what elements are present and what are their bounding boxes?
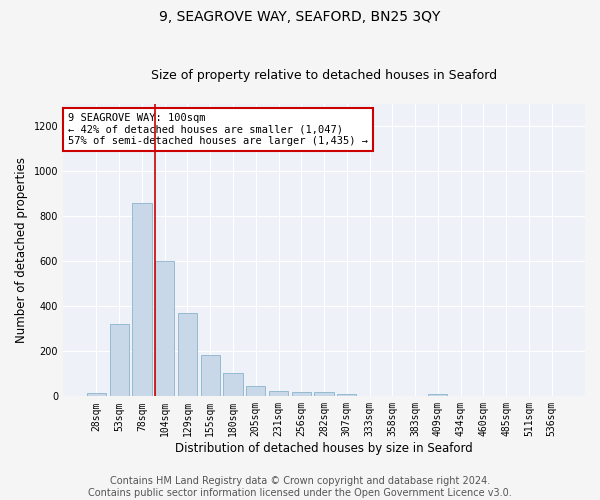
Bar [132, 203, 152, 396]
Bar [428, 394, 448, 396]
Bar [292, 392, 311, 396]
Bar [200, 354, 220, 397]
Bar [110, 324, 129, 396]
Bar [223, 372, 242, 396]
Bar [87, 393, 106, 396]
X-axis label: Distribution of detached houses by size in Seaford: Distribution of detached houses by size … [175, 442, 473, 455]
Text: 9, SEAGROVE WAY, SEAFORD, BN25 3QY: 9, SEAGROVE WAY, SEAFORD, BN25 3QY [160, 10, 440, 24]
Bar [314, 392, 334, 396]
Text: 9 SEAGROVE WAY: 100sqm
← 42% of detached houses are smaller (1,047)
57% of semi-: 9 SEAGROVE WAY: 100sqm ← 42% of detached… [68, 113, 368, 146]
Bar [155, 262, 175, 396]
Bar [337, 394, 356, 396]
Bar [246, 386, 265, 396]
Y-axis label: Number of detached properties: Number of detached properties [15, 157, 28, 343]
Text: Contains HM Land Registry data © Crown copyright and database right 2024.
Contai: Contains HM Land Registry data © Crown c… [88, 476, 512, 498]
Title: Size of property relative to detached houses in Seaford: Size of property relative to detached ho… [151, 69, 497, 82]
Bar [269, 392, 288, 396]
Bar [178, 313, 197, 396]
